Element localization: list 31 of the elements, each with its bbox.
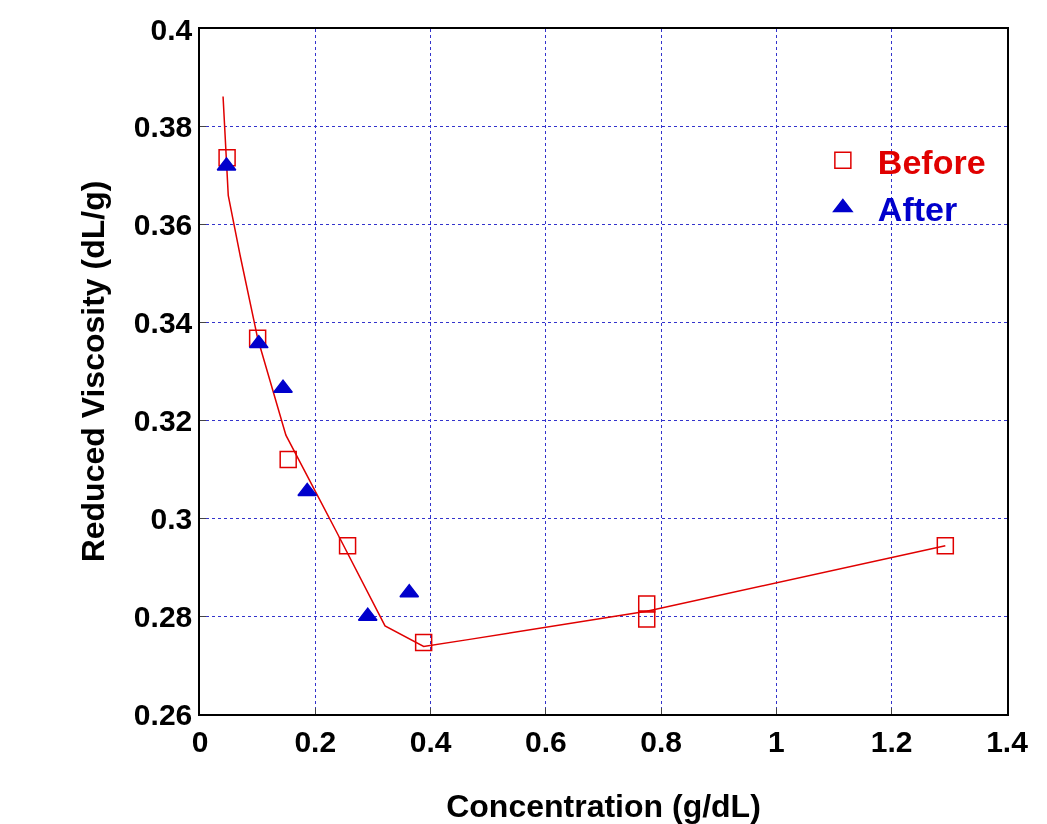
point (273, 379, 293, 393)
x-axis-title: Concentration (g/dL) (446, 788, 761, 824)
y-tick-label: 0.34 (133, 306, 193, 340)
point (637, 610, 656, 628)
x-tick-label: 0 (191, 724, 209, 758)
y-tick-label: 0.3 (150, 501, 193, 535)
y-tick-label: 0.26 (133, 697, 193, 731)
legend-label: After (877, 189, 958, 228)
y-tick-label: 0.32 (133, 403, 193, 437)
x-tick-label: 0.8 (640, 724, 682, 758)
point (297, 482, 318, 497)
x-tick-label: 0.2 (294, 724, 337, 758)
point (399, 583, 420, 598)
point (338, 536, 357, 555)
point (637, 595, 656, 613)
point (936, 536, 955, 555)
y-tick-label: 0.4 (150, 12, 193, 46)
x-tick-label: 0.4 (409, 724, 452, 758)
x-tick-label: 1.4 (986, 724, 1029, 758)
y-axis-title: Reduced Viscosity (dL/g) (74, 180, 111, 563)
x-tick-label: 1.2 (870, 724, 913, 758)
point (248, 334, 269, 349)
point (248, 329, 267, 347)
y-tick-label: 0.36 (133, 208, 193, 242)
point (414, 633, 433, 652)
point (279, 450, 297, 469)
y-tick-label: 0.28 (133, 599, 193, 633)
x-tick-label: 0.6 (525, 724, 567, 758)
x-tick-label: 1 (768, 724, 785, 758)
y-tick-label: 0.38 (133, 110, 193, 144)
legend-label: Before (877, 142, 986, 181)
